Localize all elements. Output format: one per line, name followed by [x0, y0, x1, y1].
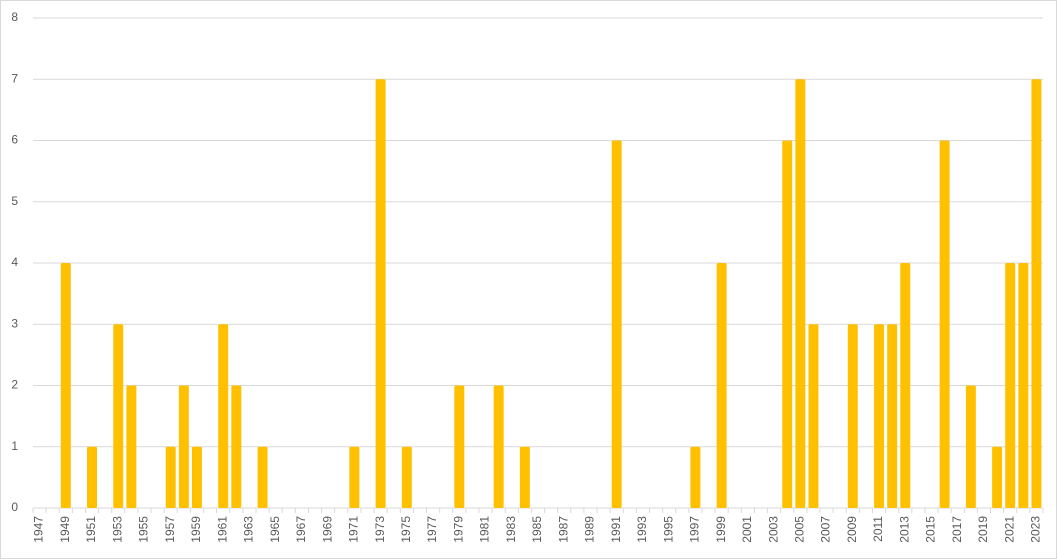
bar: [191, 446, 202, 508]
x-tick-label: 1961: [215, 516, 229, 543]
bar: [716, 263, 727, 508]
x-tick-label: 1983: [504, 516, 518, 543]
y-tick-label: 5: [11, 194, 18, 208]
x-tick-label: 1995: [661, 516, 675, 543]
bar: [1005, 263, 1016, 508]
x-tick-label: 1993: [635, 516, 649, 543]
x-tick-label: 1955: [137, 516, 151, 543]
x-tick-label: 1969: [320, 516, 334, 543]
y-tick-label: 7: [11, 71, 18, 85]
x-tick-label: 1949: [58, 516, 72, 543]
x-tick-label: 1997: [688, 516, 702, 543]
bar: [795, 79, 806, 508]
bar: [874, 324, 885, 508]
x-tick-label: 2023: [1029, 516, 1043, 543]
bar: [887, 324, 898, 508]
bar: [113, 324, 124, 508]
bar: [375, 79, 386, 508]
x-tick-label: 2019: [976, 516, 990, 543]
x-tick-label: 1957: [163, 516, 177, 543]
y-tick-label: 4: [11, 255, 18, 269]
x-tick-label: 1959: [189, 516, 203, 543]
bar: [1018, 263, 1029, 508]
y-tick-label: 8: [11, 10, 18, 24]
bar: [87, 446, 98, 508]
x-tick-label: 1975: [399, 516, 413, 543]
x-tick-label: 1963: [242, 516, 256, 543]
bar: [782, 140, 793, 508]
x-tick-label: 2009: [845, 516, 859, 543]
x-tick-label: 2003: [766, 516, 780, 543]
bar: [178, 385, 189, 508]
x-tick-label: 2017: [950, 516, 964, 543]
x-tick-label: 2011: [871, 516, 885, 542]
x-tick-label: 1951: [84, 516, 98, 543]
bar: [493, 385, 504, 508]
bar: [257, 446, 268, 508]
bar: [939, 140, 950, 508]
bar: [992, 446, 1003, 508]
x-tick-label: 1991: [609, 516, 623, 543]
x-tick-label: 1989: [583, 516, 597, 543]
bar: [349, 446, 360, 508]
x-tick-label: 1967: [294, 516, 308, 543]
y-tick-label: 6: [11, 133, 18, 147]
y-tick-label: 1: [11, 439, 18, 453]
bar: [900, 263, 911, 508]
x-tick-label: 1947: [32, 516, 46, 543]
x-tick-label: 2001: [740, 516, 754, 543]
bar: [60, 263, 71, 508]
bar: [847, 324, 858, 508]
y-tick-label: 2: [11, 378, 18, 392]
x-tick-label: 1981: [478, 516, 492, 543]
x-tick-label: 2005: [793, 516, 807, 543]
x-tick-label: 1953: [110, 516, 124, 543]
bar: [965, 385, 976, 508]
bar: [165, 446, 176, 508]
y-tick-label: 0: [11, 500, 18, 514]
bar: [690, 446, 701, 508]
x-tick-label: 1979: [451, 516, 465, 543]
x-tick-label: 2021: [1002, 516, 1016, 543]
x-tick-label: 1973: [373, 516, 387, 543]
x-tick-label: 2007: [819, 516, 833, 543]
bar: [808, 324, 819, 508]
y-tick-label: 3: [11, 316, 18, 330]
x-tick-label: 1985: [530, 516, 544, 543]
x-tick-label: 1965: [268, 516, 282, 543]
x-tick-label: 1987: [556, 516, 570, 543]
bar: [454, 385, 465, 508]
bar: [401, 446, 412, 508]
bar: [519, 446, 530, 508]
x-tick-label: 1971: [347, 516, 361, 543]
bar: [611, 140, 622, 508]
x-tick-label: 1977: [425, 516, 439, 543]
bar: [231, 385, 242, 508]
bar: [1031, 79, 1042, 508]
bar: [126, 385, 137, 508]
x-tick-label: 2015: [924, 516, 938, 543]
x-tick-label: 2013: [897, 516, 911, 543]
bar: [218, 324, 229, 508]
x-tick-label: 1999: [714, 516, 728, 543]
